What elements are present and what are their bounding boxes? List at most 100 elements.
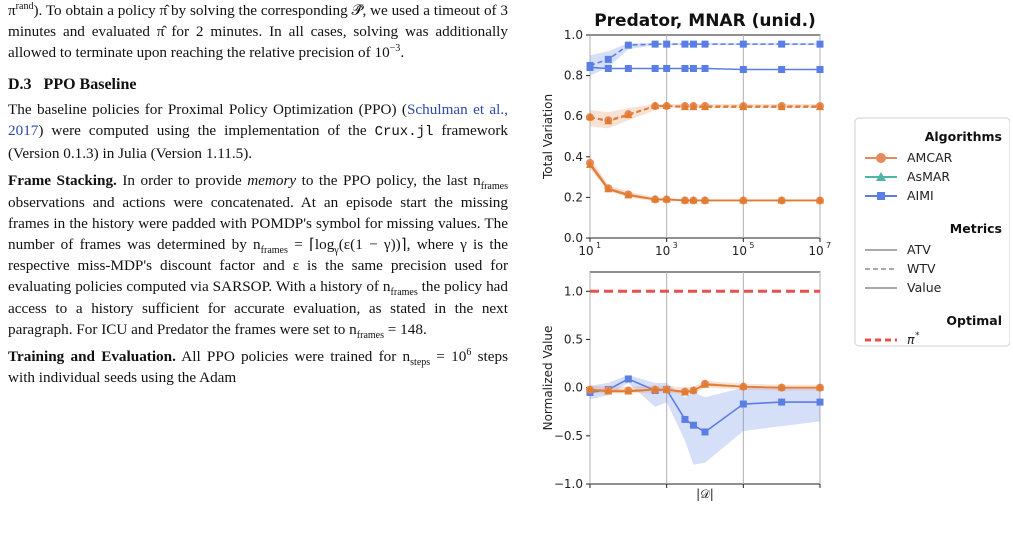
legend-value-label: Value (907, 280, 942, 295)
frame-stacking-heading: Frame Stacking. (8, 172, 117, 190)
data-point (663, 40, 671, 48)
p1-end: . (400, 44, 405, 62)
legend-aimi-marker (877, 192, 885, 200)
data-point (586, 112, 594, 121)
y-tick-label: 0.0 (564, 381, 583, 395)
p3-d: = ⌈log (287, 236, 335, 254)
text-column: πrand). To obtain a policy π̂ by solving… (8, 0, 508, 388)
data-point (739, 40, 747, 48)
p3-a: In order to provide (116, 172, 248, 190)
data-point (680, 102, 689, 111)
bottom-plot: −1.0 −0.5 0.0 0.5 1.0 Normalized Value |𝒟| (541, 271, 824, 501)
citation-link[interactable]: Schulman et al., 2017 (8, 100, 508, 140)
x-tick-sup: 3 (673, 241, 678, 250)
data-point (778, 40, 786, 48)
data-point (739, 66, 747, 74)
data-point (586, 63, 594, 71)
x-tick-label: 10 (732, 244, 747, 258)
data-point (662, 194, 671, 203)
y-tick-label: −1.0 (554, 477, 583, 491)
series-asmar-wtv (586, 101, 824, 125)
top-plot: Predator, MNAR (unid.)10 1 10 3 10 5 10 70.00.2… (541, 11, 831, 258)
y-axis-label: Total Variation (541, 94, 555, 180)
data-point (681, 40, 689, 48)
data-point (778, 398, 786, 406)
data-point (624, 190, 633, 199)
data-point (651, 194, 660, 203)
data-point (739, 382, 748, 390)
chart-title: Predator, MNAR (unid.) (594, 11, 816, 31)
y-tick-label: 1.0 (564, 284, 583, 298)
x-tick-label: 10 (655, 244, 670, 258)
data-point (624, 64, 632, 72)
p3-em: memory (247, 172, 297, 190)
p3-e: (ε(1 − γ))⌉, where γ is the respective m… (8, 236, 508, 296)
y-tick-label: 0.8 (564, 69, 583, 83)
confidence-band (590, 104, 820, 129)
y-tick-label: 0.2 (564, 190, 583, 204)
legend: Algorithms AMCAR AsMAR AIMI Metrics ATV WTV Val… (854, 117, 1010, 347)
p4-c: steps with individual seeds using the Ad… (8, 348, 508, 387)
data-point (701, 380, 709, 388)
legend-asmar-marker (876, 172, 886, 181)
y-tick-label: 1.0 (564, 28, 583, 42)
series-asmar (586, 380, 824, 396)
data-point (701, 40, 709, 48)
data-point (777, 383, 786, 391)
p4-sup: 6 (466, 346, 472, 358)
section-title: D.3 PPO Baseline (8, 75, 137, 93)
legend-wtv-label: WTV (907, 261, 936, 276)
legend-optimal-sup: * (915, 331, 920, 341)
p3-g: = 148. (384, 320, 427, 338)
data-point (689, 102, 698, 111)
figure-chart: Predator, MNAR (unid.)10 1 10 3 10 5 10 70.00.2… (541, 11, 1010, 501)
legend-metrics-title: Metrics (950, 221, 1002, 236)
data-point (739, 400, 747, 408)
data-point (624, 375, 632, 383)
data-point (701, 195, 709, 204)
data-point (816, 398, 824, 406)
code-crux: Crux.jl (374, 124, 434, 141)
data-point (624, 386, 633, 395)
p3-sub1: frames (480, 181, 508, 193)
legend-atv-label: ATV (907, 242, 931, 257)
p2-c: framework (Version 0.1.3) in Julia (Vers… (8, 122, 509, 163)
paragraph-3: Frame Stacking. In order to provide memo… (8, 170, 508, 340)
data-point (681, 64, 689, 72)
x-tick-sup: 1 (596, 241, 601, 250)
data-point (663, 64, 671, 72)
data-point (816, 383, 824, 391)
y-tick-label: 0.0 (564, 231, 583, 245)
data-point (662, 101, 671, 110)
data-point (701, 64, 709, 72)
y-tick-label: −0.5 (554, 429, 583, 443)
data-point (681, 415, 689, 423)
p3-c: observations and actions were concatenat… (8, 193, 508, 254)
paragraph-2: The baseline policies for Proximal Polic… (8, 99, 508, 165)
p1-a: π (8, 2, 16, 19)
data-point (816, 195, 824, 204)
p2-b: ) were computed using the implementation… (38, 122, 375, 140)
data-point (651, 385, 660, 393)
data-point (586, 160, 594, 168)
data-point (816, 40, 824, 48)
y-axis-label: Normalized Value (541, 326, 555, 431)
data-point (689, 421, 697, 429)
data-point (604, 55, 612, 63)
p1-b: ). To obtain a policy π̂ by solving the … (8, 2, 508, 62)
x-tick-label: 10 (808, 244, 823, 258)
legend-optimal-label: π (907, 332, 915, 347)
data-point (689, 40, 697, 48)
data-point (689, 195, 698, 204)
confidence-band (590, 375, 820, 465)
data-point (739, 195, 748, 204)
data-point (680, 387, 689, 396)
p3-sub5: frames (356, 329, 384, 341)
data-point (586, 385, 594, 393)
legend-amcar-marker (876, 153, 886, 163)
data-point (604, 116, 613, 125)
p3-sub4: frames (390, 287, 418, 299)
p2-a: The baseline policies for Proximal Polic… (8, 100, 407, 118)
legend-amcar-label: AMCAR (907, 150, 953, 165)
data-point (777, 102, 786, 111)
